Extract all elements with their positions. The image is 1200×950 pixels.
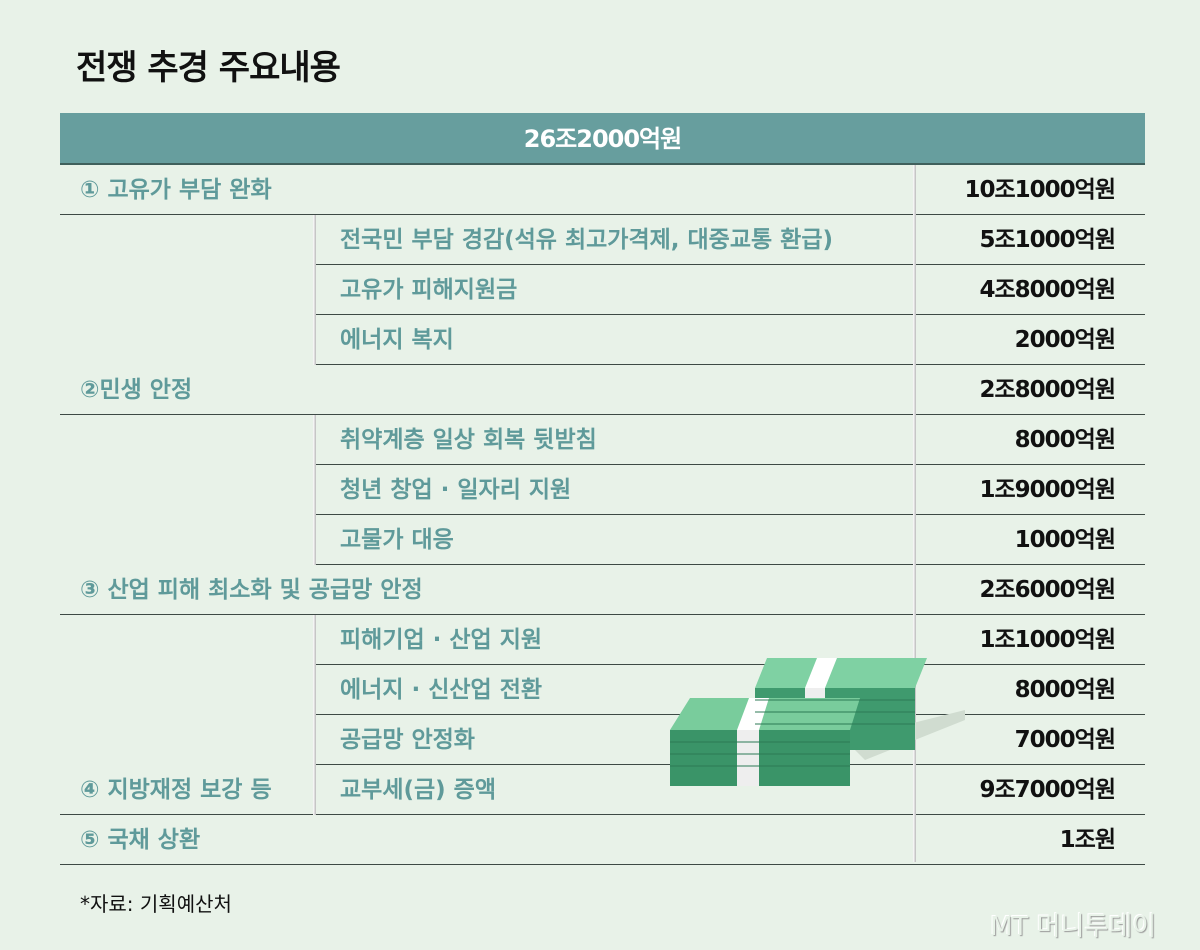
row-label: 고물가 대응 — [340, 527, 454, 553]
section-row: ⑤ 국채 상환 1조원 — [60, 815, 1145, 865]
section-row: ④ 지방재정 보강 등 교부세(금) 증액 9조7000억원 — [60, 765, 1145, 815]
row-value: 4조8000억원 — [979, 277, 1116, 303]
sub-row: 전국민 부담 경감(석유 최고가격제, 대중교통 환급) 5조1000억원 — [315, 215, 1145, 265]
row-label: 전국민 부담 경감(석유 최고가격제, 대중교통 환급) — [340, 227, 833, 253]
section-row: ②민생 안정 2조8000억원 — [60, 365, 1145, 415]
row-value: 5조1000억원 — [979, 227, 1116, 253]
page-title: 전쟁 추경 주요내용 — [76, 48, 341, 88]
money-bundle-front — [670, 698, 915, 786]
column-divider — [313, 215, 316, 365]
section-row: ③ 산업 피해 최소화 및 공급망 안정 2조6000억원 — [60, 565, 1145, 615]
section-row: ① 고유가 부담 완화 10조1000억원 — [60, 165, 1145, 215]
row-value: 8000억원 — [1014, 677, 1116, 703]
sub-row: 에너지 복지 2000억원 — [315, 315, 1145, 365]
sub-row: 청년 창업 · 일자리 지원 1조9000억원 — [315, 465, 1145, 515]
column-divider — [913, 165, 916, 862]
row-value: 2조6000억원 — [979, 577, 1116, 603]
row-label: 청년 창업 · 일자리 지원 — [340, 477, 572, 503]
row-label: ③ 산업 피해 최소화 및 공급망 안정 — [80, 577, 423, 603]
row-value: 2000억원 — [1014, 327, 1116, 353]
column-divider — [313, 415, 316, 565]
row-label: ① 고유가 부담 완화 — [80, 177, 272, 203]
sub-row: 피해기업 · 산업 지원 1조1000억원 — [315, 615, 1145, 665]
total-header: 26조2000억원 — [60, 113, 1145, 165]
row-label: ②민생 안정 — [80, 377, 193, 403]
row-label: 고유가 피해지원금 — [340, 277, 518, 303]
source-note: *자료: 기획예산처 — [80, 892, 232, 916]
row-value: 1조원 — [1059, 827, 1116, 853]
row-label: 피해기업 · 산업 지원 — [340, 627, 543, 653]
row-value: 1조1000억원 — [979, 627, 1116, 653]
row-label: 에너지 복지 — [340, 327, 454, 353]
row-value: 1조9000억원 — [979, 477, 1116, 503]
sub-row: 고유가 피해지원금 4조8000억원 — [315, 265, 1145, 315]
row-label: 에너지 · 신산업 전환 — [340, 677, 543, 703]
row-label: ⑤ 국채 상환 — [80, 827, 201, 853]
row-label: ④ 지방재정 보강 등 — [80, 777, 272, 803]
row-label: 취약계층 일상 회복 뒷받침 — [340, 427, 597, 453]
row-sublabel: 교부세(금) 증액 — [340, 777, 496, 803]
column-divider — [313, 615, 316, 815]
row-value: 9조7000억원 — [979, 777, 1116, 803]
sub-row: 취약계층 일상 회복 뒷받침 8000억원 — [315, 415, 1145, 465]
row-value: 8000억원 — [1014, 427, 1116, 453]
row-value: 1000억원 — [1014, 527, 1116, 553]
money-stack-illustration — [670, 658, 965, 786]
row-value: 7000억원 — [1014, 727, 1116, 753]
row-value: 10조1000억원 — [964, 177, 1116, 203]
logo-watermark: MT 머니투데이 — [990, 912, 1157, 942]
row-label: 공급망 안정화 — [340, 727, 475, 753]
row-value: 2조8000억원 — [979, 377, 1116, 403]
sub-row: 고물가 대응 1000억원 — [315, 515, 1145, 565]
